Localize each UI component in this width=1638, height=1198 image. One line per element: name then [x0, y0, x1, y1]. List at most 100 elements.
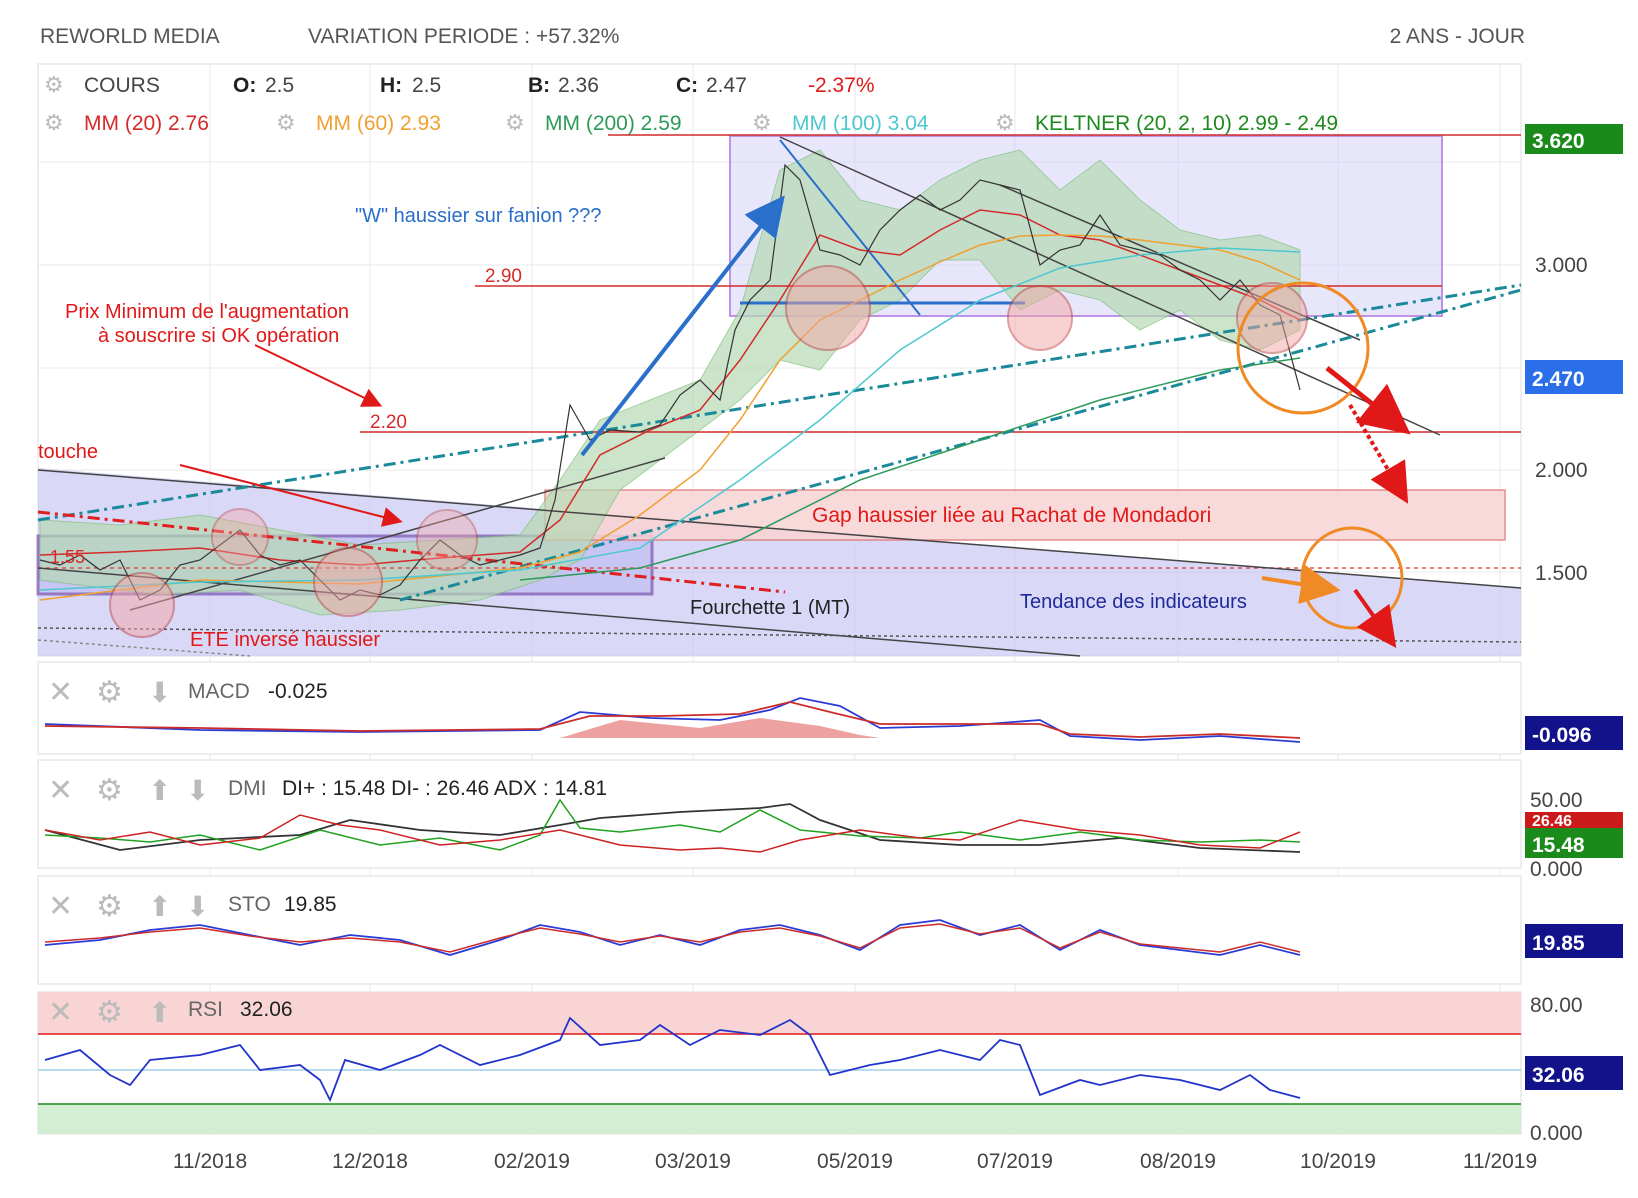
- annotation-gap: Gap haussier liée au Rachat de Mondadori: [812, 504, 1211, 527]
- annotation-level-220: 2.20: [370, 412, 407, 433]
- arrow-down-icon-macd[interactable]: ⬇: [148, 677, 171, 708]
- gear-icon-dmi[interactable]: ⚙: [96, 774, 123, 807]
- price-tick-3000: 3.000: [1535, 254, 1588, 277]
- macd-badge-bg: [1525, 716, 1623, 750]
- mm200-line: [519, 357, 1301, 581]
- high-badge: 3.620: [1532, 130, 1585, 153]
- dmi-badge-plus-bg: [1525, 828, 1623, 858]
- x-tick: 07/2019: [977, 1150, 1053, 1173]
- x-tick: 05/2019: [817, 1150, 893, 1173]
- rsi-line: [44, 1016, 1301, 1103]
- arrow-up-icon-rsi[interactable]: ⬆: [148, 997, 171, 1028]
- close-icon-rsi[interactable]: ✕: [48, 996, 73, 1029]
- arrow-touche: [179, 464, 403, 527]
- circle-touch-4: [416, 509, 478, 571]
- macd-badge: -0.096: [1532, 724, 1592, 747]
- dmi-tick-bottom: 0.000: [1530, 858, 1583, 881]
- arrow-orange: [1261, 564, 1341, 604]
- annotation-w-haussier: "W" haussier sur fanion ???: [355, 205, 602, 227]
- close-icon-sto[interactable]: ✕: [48, 890, 73, 923]
- close-icon-macd[interactable]: ✕: [48, 676, 73, 709]
- annotation-touche: touche: [38, 441, 98, 463]
- annotation-fourchette: Fourchette 1 (MT): [690, 597, 850, 619]
- high-badge-bg: [1525, 124, 1623, 154]
- gear-icon-macd[interactable]: ⚙: [96, 676, 123, 709]
- annotation-prix-min-2: à souscrire si OK opération: [98, 325, 339, 347]
- legend-h-value: 2.5: [412, 74, 441, 97]
- last-badge-bg: [1525, 360, 1623, 394]
- rsi-badge-bg: [1525, 1056, 1623, 1090]
- x-tick: 12/2018: [332, 1150, 408, 1173]
- x-tick: 02/2019: [494, 1150, 570, 1173]
- variation-periode: VARIATION PERIODE : +57.32%: [308, 25, 619, 48]
- rsi-tick-top: 80.00: [1530, 994, 1583, 1017]
- gear-icon-mm200[interactable]: ⚙: [505, 110, 525, 135]
- macd-label: MACD: [188, 680, 250, 703]
- rsi-value: 32.06: [240, 998, 293, 1021]
- legend-mm60: MM (60) 2.93: [316, 112, 441, 135]
- price-tick-2000: 2.000: [1535, 459, 1588, 482]
- trend-upper-black: [37, 469, 1522, 589]
- instrument-title: REWORLD MEDIA: [40, 25, 220, 48]
- price-tick-1500: 1.500: [1535, 562, 1588, 585]
- circle-touch-3: [313, 547, 383, 617]
- last-badge: 2.470: [1532, 368, 1585, 391]
- arrow-prix-min: [254, 344, 383, 407]
- circle-w-1: [785, 265, 871, 351]
- dmi-minus-line: [44, 814, 1301, 853]
- arrow-up-icon-sto[interactable]: ⬆: [148, 891, 171, 922]
- sto-badge-bg: [1525, 924, 1623, 958]
- arrow-down-red-2: [1353, 588, 1397, 649]
- trend-rising-black: [129, 457, 666, 611]
- circle-w-2: [1007, 285, 1073, 351]
- rsi-overbought-zone: [38, 992, 1521, 1034]
- rsi-badge: 32.06: [1532, 1064, 1585, 1087]
- legend-b-label: B:: [528, 74, 550, 97]
- legend-c-label: C:: [676, 74, 698, 97]
- macd-panel: [37, 661, 1522, 755]
- arrow-down-red-dotted: [1348, 403, 1409, 504]
- legend-mm20: MM (20) 2.76: [84, 112, 209, 135]
- arrow-down-icon-sto[interactable]: ⬇: [186, 891, 209, 922]
- gear-icon-mm20[interactable]: ⚙: [44, 110, 64, 135]
- legend-b-value: 2.36: [558, 74, 599, 97]
- legend-row-1: ⚙ COURS O: 2.5 H: 2.5 B: 2.36 C: 2.47 -2…: [44, 72, 875, 97]
- gear-icon[interactable]: ⚙: [44, 72, 64, 97]
- period-selector[interactable]: 2 ANS - JOUR: [1390, 25, 1525, 48]
- legend-row-2: ⚙ MM (20) 2.76 ⚙ MM (60) 2.93 ⚙ MM (200)…: [44, 110, 1338, 135]
- circle-touch-2: [211, 508, 269, 566]
- sto-label: STO: [228, 893, 271, 916]
- dmi-plus-line: [44, 798, 1301, 851]
- x-axis: 11/2018 12/2018 02/2019 03/2019 05/2019 …: [173, 1150, 1537, 1173]
- legend-cours: COURS: [84, 74, 160, 97]
- sto-badge: 19.85: [1532, 932, 1585, 955]
- gear-icon-keltner[interactable]: ⚙: [995, 110, 1015, 135]
- legend-mm200: MM (200) 2.59: [545, 112, 682, 135]
- annotation-level-290: 2.90: [485, 266, 522, 287]
- flag-blue-line: [779, 139, 921, 316]
- gear-icon-mm100[interactable]: ⚙: [752, 110, 772, 135]
- dmi-badge-minus-bg: [1525, 812, 1623, 828]
- arrow-up-icon-dmi[interactable]: ⬆: [148, 775, 171, 806]
- sto-signal-line: [44, 923, 1301, 953]
- x-tick: 11/2019: [1463, 1150, 1537, 1173]
- orange-circle-1: [1236, 281, 1370, 415]
- gear-icon-mm60[interactable]: ⚙: [276, 110, 296, 135]
- legend-change: -2.37%: [808, 74, 875, 97]
- dmi-tick-top: 50.00: [1530, 789, 1583, 812]
- annotation-level-155: 1.55: [50, 547, 85, 567]
- annotation-prix-min-1: Prix Minimum de l'augmentation: [65, 301, 349, 323]
- arrow-down-red-1: [1325, 366, 1411, 435]
- close-icon-dmi[interactable]: ✕: [48, 774, 73, 807]
- macd-signal-line: [44, 701, 1301, 739]
- annotation-tendance: Tendance des indicateurs: [1020, 591, 1247, 613]
- x-tick: 08/2019: [1140, 1150, 1216, 1173]
- legend-keltner: KELTNER (20, 2, 10) 2.99 - 2.49: [1035, 112, 1338, 135]
- circle-w-3: [1236, 282, 1308, 354]
- gear-icon-rsi[interactable]: ⚙: [96, 996, 123, 1029]
- trend-descending-black: [779, 136, 1441, 436]
- arrow-down-icon-dmi[interactable]: ⬇: [186, 775, 209, 806]
- legend-o-value: 2.5: [265, 74, 294, 97]
- dmi-badge-plus: 15.48: [1532, 834, 1585, 857]
- gear-icon-sto[interactable]: ⚙: [96, 890, 123, 923]
